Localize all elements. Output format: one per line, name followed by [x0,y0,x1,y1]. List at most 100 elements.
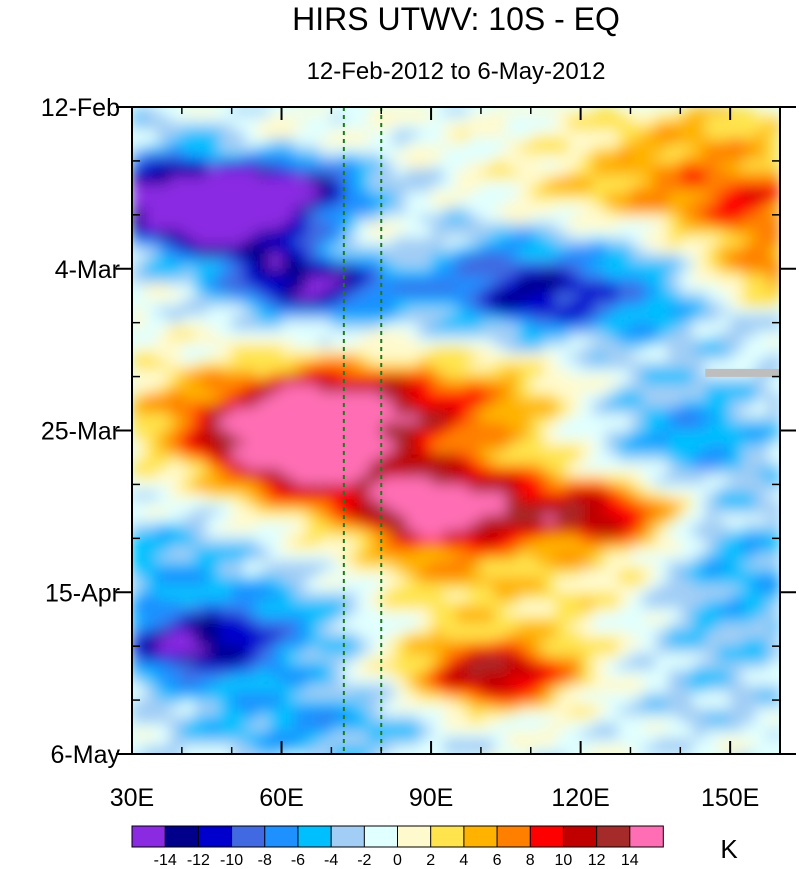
heatmap-cell [418,191,432,201]
heatmap-cell [207,754,220,762]
heatmap-cell [618,153,632,162]
heatmap-cell [717,499,731,509]
heatmap-cell [418,522,432,532]
heatmap-cell [244,561,258,570]
heatmap-cell [381,407,395,416]
heatmap-cell [169,576,183,586]
heatmap-cell [206,469,220,478]
heatmap-cell [318,314,332,324]
heatmap-cell [518,669,532,678]
heatmap-cell [705,661,719,670]
heatmap-cell [368,160,382,170]
heatmap-cell [530,122,544,131]
heatmap-cell [206,207,220,216]
heatmap-cell [343,561,357,570]
heatmap-cell [206,684,220,693]
heatmap-cell [256,415,270,424]
heatmap-cell [431,515,445,524]
heatmap-cell [705,507,719,516]
heatmap-cell [343,569,357,578]
heatmap-cell [431,145,445,154]
heatmap-cell [431,607,445,616]
heatmap-cell [368,184,382,193]
heatmap-cell [593,653,607,663]
heatmap-cell [144,730,158,740]
heatmap-cell [568,461,582,470]
heatmap-cell [269,330,283,339]
heatmap-cell [418,299,432,308]
heatmap-cell [593,607,607,616]
heatmap-cell [406,599,420,609]
heatmap-cell [568,538,582,547]
heatmap-cell [755,692,769,701]
heatmap-cell [331,569,345,578]
heatmap-cell [331,376,345,385]
heatmap-cell [630,723,644,732]
heatmap-cell [692,237,706,247]
heatmap-cell [231,184,245,193]
heatmap-cell [406,391,420,401]
heatmap-cell [518,268,532,278]
heatmap-cell [368,522,382,532]
heatmap-cell [406,607,420,616]
heatmap-cell [692,245,706,254]
heatmap-cell [406,492,420,501]
heatmap-cell [231,391,245,401]
heatmap-cell [717,584,731,593]
heatmap-cell [393,345,407,355]
heatmap-cell [443,607,457,616]
heatmap-cell [480,707,494,717]
heatmap-cell [406,338,420,347]
heatmap-cell [717,615,731,624]
heatmap-cell [630,145,644,154]
heatmap-cell [194,168,208,177]
heatmap-cell [244,330,258,339]
heatmap-cell [294,107,308,116]
heatmap-cell [206,130,220,139]
heatmap-cell [231,430,245,439]
heatmap-cell [418,407,432,416]
heatmap-cell [418,607,432,616]
heatmap-cell [493,676,507,686]
heatmap-cell [318,230,332,239]
heatmap-cell [356,576,370,586]
heatmap-cell [730,245,744,254]
heatmap-cell [593,145,607,154]
heatmap-cell [692,299,706,308]
heatmap-cell [343,592,357,601]
heatmap-cell [132,191,146,201]
heatmap-cell [468,646,482,655]
heatmap-cell [169,184,183,193]
heatmap-cell [206,307,220,316]
heatmap-cell [680,168,694,177]
heatmap-cell [431,730,445,740]
heatmap-cell [518,653,532,663]
heatmap-cell [269,569,283,578]
heatmap-cell [132,707,146,717]
heatmap-cell [667,599,681,609]
heatmap-cell [493,530,507,539]
heatmap-cell [281,746,295,754]
heatmap-cell [281,307,295,316]
heatmap-cell [294,684,308,693]
heatmap-cell [194,291,208,301]
heatmap-cell [231,122,245,131]
heatmap-cell [543,584,557,593]
heatmap-cell [530,530,544,539]
heatmap-cell [132,546,146,555]
heatmap-cell [194,422,208,432]
heatmap-cell [282,754,295,762]
heatmap-cell [169,730,183,740]
heatmap-cell [618,376,632,385]
colorbar-tick-label: -2 [357,852,371,869]
heatmap-cell [181,507,195,516]
heatmap-cell [692,191,706,201]
heatmap-cell [680,646,694,655]
heatmap-cell [692,661,706,670]
heatmap-cell [643,754,656,762]
heatmap-cell [730,237,744,247]
heatmap-cell [144,469,158,478]
heatmap-cell [418,730,432,740]
heatmap-cell [480,330,494,339]
heatmap-cell [443,453,457,462]
